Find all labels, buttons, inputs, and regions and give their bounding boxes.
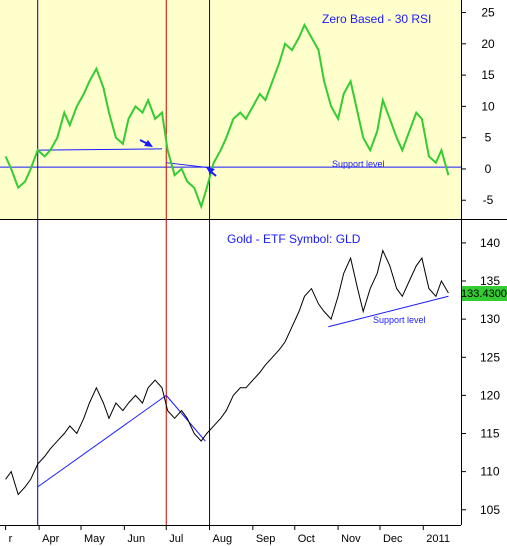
x-tick-label: Aug xyxy=(213,533,233,545)
rsi-title: Zero Based - 30 RSI xyxy=(322,12,431,26)
price-y-tick-label: 130 xyxy=(480,312,500,326)
x-tick-label: Oct xyxy=(298,533,315,545)
price-support-trendline xyxy=(328,295,449,328)
trendline xyxy=(165,395,206,442)
x-tick-label: Nov xyxy=(341,533,361,545)
price-y-tick-label: 115 xyxy=(480,427,499,441)
price-y-tick-label: 105 xyxy=(480,503,500,517)
price-y-tick-label: 140 xyxy=(480,236,500,250)
x-tick-label: Apr xyxy=(42,533,59,545)
price-title: Gold - ETF Symbol: GLD xyxy=(227,232,361,246)
rsi-y-tick-label: 5 xyxy=(485,131,492,145)
trendline xyxy=(166,162,210,169)
last-price-tag xyxy=(462,286,507,301)
x-tick-label: Dec xyxy=(383,533,403,545)
trendline xyxy=(37,394,167,488)
x-tick-label: r xyxy=(9,533,13,545)
rsi-y-tick-label: 0 xyxy=(485,162,492,176)
price-y-tick-label: 120 xyxy=(480,388,500,402)
rsi-y-tick-label: 10 xyxy=(481,99,495,113)
x-tick-label: Sep xyxy=(256,533,276,545)
rsi-support-label: Support level xyxy=(332,159,385,169)
rsi-y-tick-label: 20 xyxy=(481,37,495,51)
x-tick-label: 2011 xyxy=(426,533,450,545)
arrow-icon xyxy=(139,139,153,147)
x-tick-label: Jun xyxy=(127,533,145,545)
price-y-tick-label: 110 xyxy=(480,465,499,479)
vertical-markers xyxy=(37,0,211,525)
rsi-y-tick-label: 25 xyxy=(481,6,495,20)
rsi-y-tick-label: -5 xyxy=(483,193,494,207)
arrow-icon xyxy=(206,167,217,177)
price-support-label: Support level xyxy=(373,315,426,325)
rsi-panel-background xyxy=(0,0,461,219)
trendline xyxy=(39,148,163,151)
price-y-tick-label: 125 xyxy=(480,350,500,364)
last-price-value: 133.4300 xyxy=(461,288,507,300)
x-tick-label: Jul xyxy=(169,533,183,545)
x-tick-label: May xyxy=(84,533,105,545)
price-y-axis: 140 135 130 125 120 115 110 105 xyxy=(461,236,500,517)
rsi-y-axis: 25 20 15 10 5 0 -5 xyxy=(461,6,495,207)
price-series-line xyxy=(5,248,449,496)
rsi-series-line xyxy=(4,22,450,210)
price-y-tick-label: 135 xyxy=(480,274,500,288)
trendlines xyxy=(37,148,449,488)
x-axis: r Apr May Jun Jul Aug Sep Oct Nov Dec 2011 xyxy=(5,525,450,545)
price-panel-background xyxy=(0,220,461,525)
rsi-y-tick-label: 15 xyxy=(481,68,495,82)
